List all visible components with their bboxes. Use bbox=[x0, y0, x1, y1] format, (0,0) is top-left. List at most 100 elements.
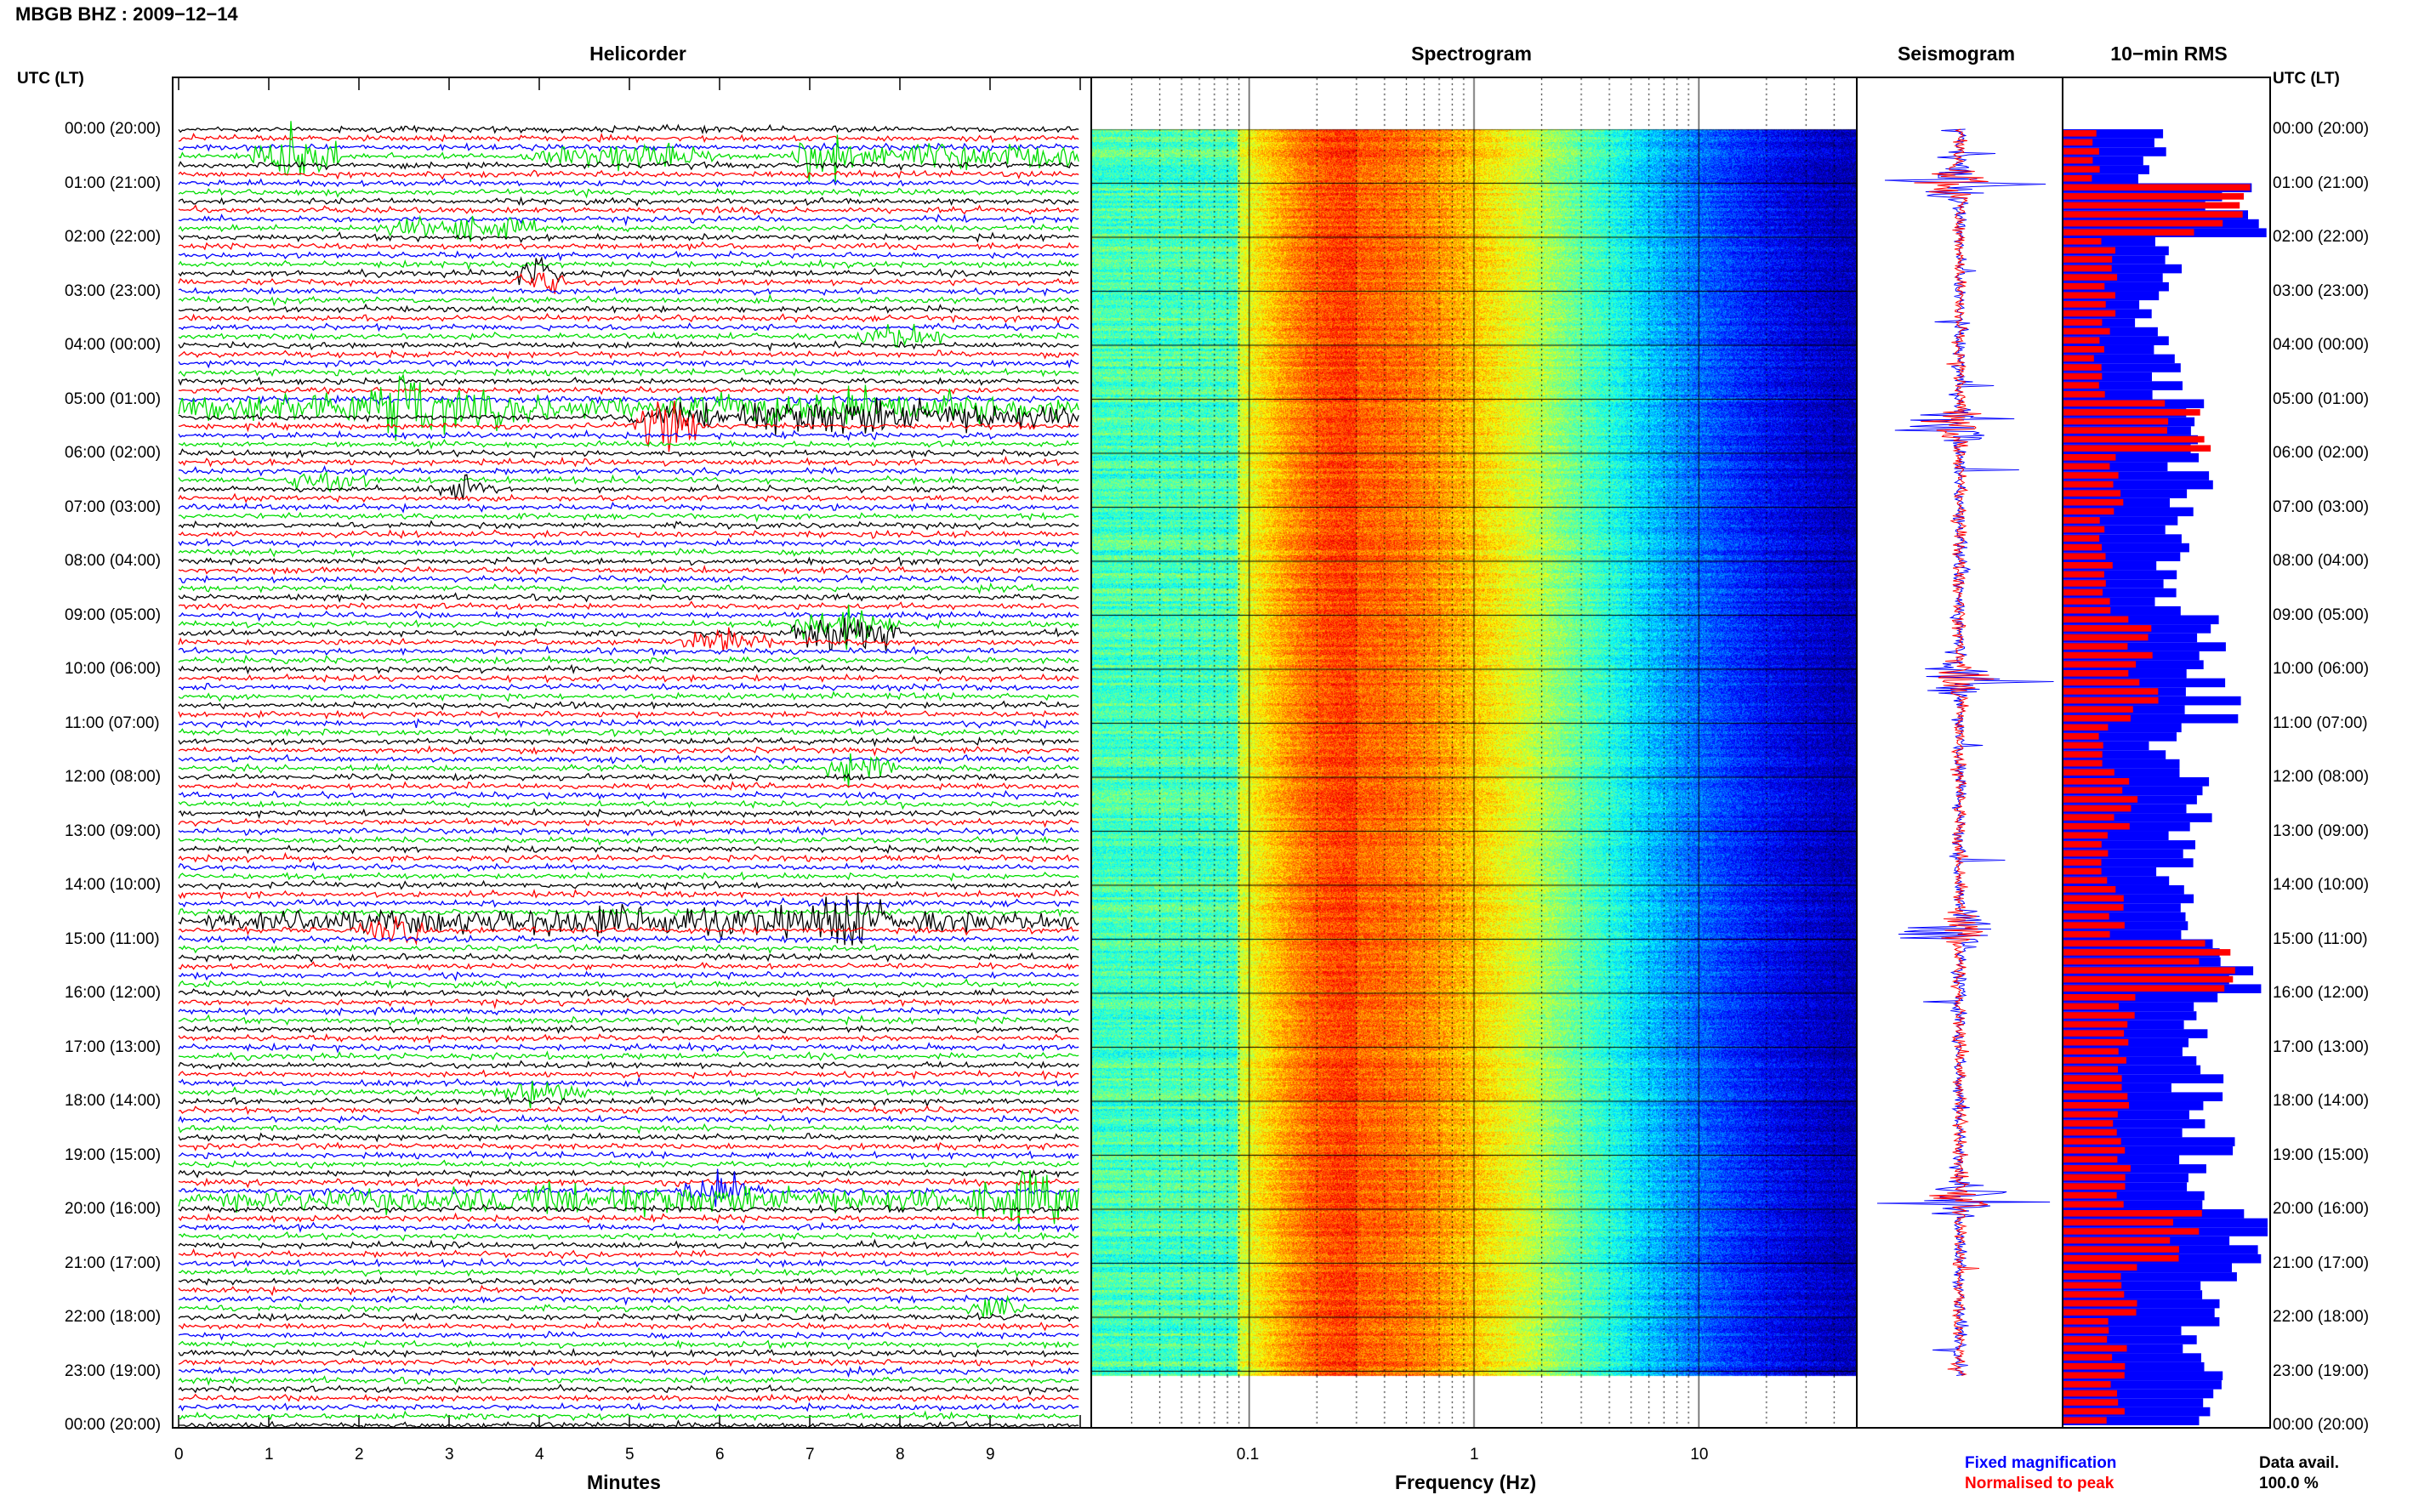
helicorder-trace bbox=[178, 1080, 1079, 1109]
rms-normalised-bar bbox=[2063, 130, 2097, 137]
rms-fixed-bar bbox=[2063, 1065, 2201, 1075]
rms-fixed-bar bbox=[2063, 1092, 2223, 1101]
rms-normalised-bar bbox=[2063, 1318, 2109, 1325]
rms-fixed-bar bbox=[2063, 1416, 2200, 1425]
helicorder-trace bbox=[178, 1159, 1079, 1169]
helicorder-trace bbox=[178, 978, 1079, 990]
rms-normalised-bar bbox=[2063, 895, 2124, 902]
helicorder-tick-label: 5 bbox=[625, 1446, 635, 1464]
helicorder-trace bbox=[178, 448, 1079, 459]
helicorder-trace bbox=[178, 520, 1079, 531]
rms-normalised-bar bbox=[2063, 264, 2112, 272]
helicorder-trace bbox=[178, 1105, 1079, 1116]
rms-normalised-bar bbox=[2063, 480, 2114, 488]
rms-normalised-bar bbox=[2063, 1390, 2117, 1397]
rms-fixed-bar bbox=[2063, 840, 2195, 850]
rms-fixed-bar bbox=[2063, 264, 2182, 274]
helicorder-x-label: Minutes bbox=[587, 1471, 661, 1493]
rms-normalised-bar bbox=[2063, 949, 2231, 956]
rms-normalised-bar bbox=[2063, 850, 2109, 857]
helicorder-trace bbox=[178, 1132, 1079, 1143]
helicorder-trace bbox=[178, 372, 1079, 441]
rms-fixed-bar bbox=[2063, 345, 2154, 355]
rms-fixed-bar bbox=[2063, 543, 2189, 553]
rms-normalised-bar bbox=[2063, 940, 2206, 947]
helicorder-trace bbox=[178, 312, 1079, 325]
rms-normalised-bar bbox=[2063, 724, 2109, 731]
rms-normalised-bar bbox=[2063, 1075, 2122, 1082]
helicorder-trace bbox=[178, 1375, 1079, 1386]
rms-normalised-bar bbox=[2063, 634, 2149, 641]
rms-normalised-bar bbox=[2063, 1309, 2137, 1316]
legend-fixed-magnification: Fixed magnification bbox=[1965, 1454, 2117, 1472]
helicorder-trace bbox=[178, 323, 1079, 348]
rms-fixed-bar bbox=[2063, 381, 2183, 390]
rms-normalised-bar bbox=[2063, 930, 2110, 938]
helicorder-trace bbox=[178, 709, 1079, 720]
rms-normalised-bar bbox=[2063, 1083, 2122, 1091]
helicorder-trace bbox=[178, 871, 1079, 882]
rms-normalised-bar bbox=[2063, 1111, 2118, 1118]
hour-label-left: 13:00 (09:00) bbox=[65, 821, 162, 840]
hour-label-right: 00:00 (20:00) bbox=[2273, 1417, 2370, 1434]
rms-fixed-bar bbox=[2063, 759, 2180, 769]
utc-axis-label-right: UTC (LT) bbox=[2273, 70, 2340, 88]
rms-fixed-bar bbox=[2063, 129, 2164, 139]
hour-label-left: 02:00 (22:00) bbox=[65, 228, 162, 246]
helicorder-trace bbox=[178, 349, 1079, 360]
rms-fixed-bar bbox=[2063, 777, 2210, 787]
rms-normalised-bar bbox=[2063, 841, 2102, 848]
rms-normalised-bar bbox=[2063, 355, 2094, 362]
rms-normalised-bar bbox=[2063, 535, 2100, 542]
rms-fixed-bar bbox=[2063, 552, 2181, 561]
rms-fixed-bar bbox=[2063, 281, 2169, 292]
helicorder-trace bbox=[178, 401, 1079, 452]
hour-label-left: 23:00 (19:00) bbox=[65, 1361, 162, 1380]
hour-label-left: 09:00 (05:00) bbox=[65, 605, 162, 624]
rms-fixed-bar bbox=[2063, 885, 2184, 895]
rms-fixed-bar bbox=[2063, 462, 2168, 472]
helicorder-trace bbox=[178, 1221, 1079, 1233]
helicorder-trace bbox=[178, 1177, 1079, 1189]
rms-fixed-bar bbox=[2063, 813, 2212, 822]
rms-normalised-bar bbox=[2063, 319, 2103, 326]
hour-label-left: 01:00 (21:00) bbox=[65, 173, 162, 192]
rms-panel bbox=[2062, 77, 2271, 1429]
rms-normalised-bar bbox=[2063, 1120, 2114, 1127]
helicorder-trace bbox=[178, 1042, 1079, 1054]
spectrogram-panel bbox=[1090, 77, 1858, 1429]
rms-normalised-bar bbox=[2063, 877, 2108, 884]
seismogram-fixed-trace bbox=[1876, 128, 2054, 1376]
helicorder-tick-label: 0 bbox=[174, 1446, 184, 1464]
hour-label-right: 22:00 (18:00) bbox=[2273, 1309, 2370, 1326]
helicorder-tick-label: 8 bbox=[896, 1446, 905, 1464]
helicorder-trace bbox=[178, 1077, 1079, 1089]
rms-normalised-bar bbox=[2063, 1228, 2200, 1235]
rms-normalised-bar bbox=[2063, 1372, 2125, 1379]
rms-normalised-bar bbox=[2063, 1020, 2128, 1028]
helicorder-trace bbox=[178, 807, 1079, 820]
rms-normalised-bar bbox=[2063, 742, 2103, 749]
rms-normalised-bar bbox=[2063, 517, 2100, 524]
helicorder-trace bbox=[178, 429, 1079, 441]
helicorder-trace bbox=[178, 376, 1079, 387]
helicorder-trace bbox=[178, 1284, 1079, 1297]
rms-normalised-bar bbox=[2063, 751, 2103, 758]
helicorder-trace bbox=[178, 835, 1079, 846]
rms-normalised-bar bbox=[2063, 1174, 2126, 1181]
helicorder-trace bbox=[178, 358, 1079, 369]
rms-normalised-bar bbox=[2063, 463, 2110, 470]
rms-normalised-bar bbox=[2063, 1128, 2117, 1136]
helicorder-trace bbox=[178, 1357, 1079, 1367]
rms-normalised-bar bbox=[2063, 1354, 2113, 1361]
rms-normalised-bar bbox=[2063, 975, 2234, 983]
helicorder-trace bbox=[178, 799, 1079, 810]
rms-fixed-bar bbox=[2063, 615, 2219, 625]
helicorder-trace bbox=[178, 1095, 1079, 1108]
rms-fixed-bar bbox=[2063, 1173, 2188, 1183]
helicorder-trace bbox=[178, 204, 1079, 216]
rms-normalised-bar bbox=[2063, 643, 2128, 650]
rms-fixed-bar bbox=[2063, 1389, 2214, 1399]
rms-normalised-bar bbox=[2063, 822, 2130, 830]
helicorder-trace bbox=[178, 511, 1079, 523]
